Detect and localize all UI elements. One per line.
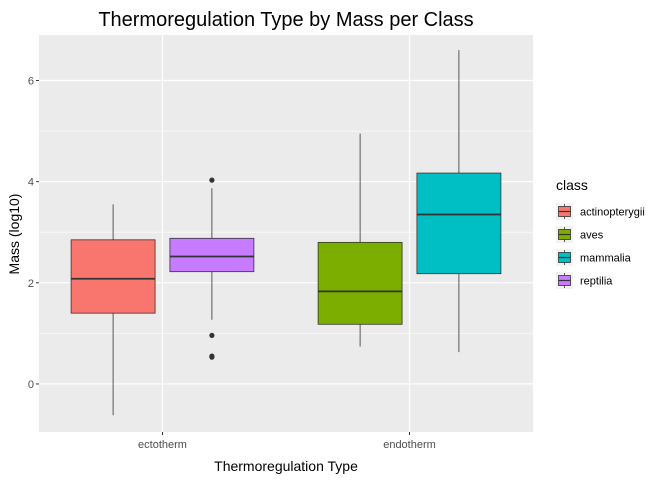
y-tick-label: 0 bbox=[28, 379, 34, 391]
outlier-point bbox=[209, 332, 215, 339]
legend-label: mammalia bbox=[580, 253, 632, 265]
outlier-point bbox=[209, 354, 215, 360]
legend: class actinopterygii aves mammalia reptilia bbox=[556, 177, 645, 289]
legend-title: class bbox=[556, 177, 588, 193]
legend-label: actinopterygii bbox=[580, 207, 645, 219]
box-iqr bbox=[317, 241, 403, 325]
x-axis-title: Thermoregulation Type bbox=[214, 458, 358, 474]
y-tick-label: 4 bbox=[28, 177, 34, 189]
box-aves bbox=[317, 133, 403, 347]
y-axis: 0 2 4 6 bbox=[28, 76, 39, 391]
x-axis: ectotherm endotherm bbox=[138, 432, 436, 451]
box-iqr bbox=[416, 172, 502, 275]
box-iqr bbox=[169, 237, 255, 273]
legend-label: aves bbox=[580, 230, 604, 242]
legend-label: reptilia bbox=[580, 276, 613, 288]
x-tick-label: ectotherm bbox=[138, 439, 187, 451]
box-mammalia bbox=[416, 50, 502, 353]
x-tick-label: endotherm bbox=[383, 439, 436, 451]
y-tick-label: 6 bbox=[28, 76, 34, 88]
chart-title: Thermoregulation Type by Mass per Class bbox=[98, 9, 473, 31]
box-reptilia bbox=[169, 177, 255, 360]
legend-item-actinopterygii: actinopterygii bbox=[556, 203, 645, 220]
legend-item-reptilia: reptilia bbox=[556, 272, 613, 289]
legend-item-aves: aves bbox=[556, 226, 604, 243]
legend-item-mammalia: mammalia bbox=[556, 249, 632, 266]
y-axis-title: Mass (log10) bbox=[6, 194, 22, 275]
box-iqr bbox=[70, 239, 156, 314]
boxes-layer bbox=[70, 50, 502, 416]
box-actinopterygii bbox=[70, 204, 156, 416]
y-tick-label: 2 bbox=[28, 278, 34, 290]
outlier-point bbox=[209, 177, 215, 183]
